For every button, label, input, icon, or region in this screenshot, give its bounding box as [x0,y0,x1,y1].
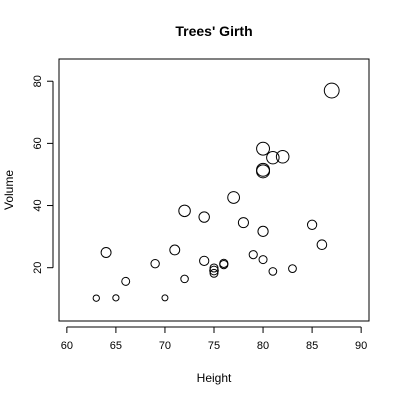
data-point [180,274,189,284]
chart-title: Trees' Girth [175,23,252,39]
data-point [100,246,112,258]
data-point [323,82,340,99]
y-tick-label: 80 [32,75,44,87]
data-point [248,250,258,260]
data-point [198,211,210,223]
data-point [219,258,229,268]
data-point [237,217,249,229]
x-tick-label: 80 [257,340,269,352]
x-axis: 60 65 70 75 80 85 90 [61,326,367,352]
x-tick-label: 85 [306,340,318,352]
data-point [112,294,120,302]
y-axis: 20 40 60 80 [32,75,54,274]
data-point [268,267,278,276]
data-point [256,164,271,179]
data-point [92,294,100,302]
data-point [209,268,219,278]
x-axis-label: Height [197,371,232,385]
data-point [161,294,169,302]
y-tick-label: 60 [32,137,44,149]
y-axis-label: Volume [2,170,16,210]
x-tick-label: 60 [61,340,73,352]
y-tick-label: 20 [32,262,44,274]
data-point [169,244,181,256]
data-point [199,255,210,267]
data-point [150,258,160,269]
data-point [121,276,131,286]
x-tick-label: 65 [110,340,122,352]
data-point [288,264,297,274]
data-point [316,239,328,250]
data-point [209,265,219,276]
x-tick-label: 90 [355,340,367,352]
x-tick-label: 70 [159,340,171,352]
data-point [256,141,270,156]
data-point [178,204,191,218]
data-point [266,150,280,165]
data-point [227,191,240,204]
data-point [275,149,290,164]
y-tick-label: 40 [32,199,44,211]
data-point [257,225,269,237]
data-point [258,255,268,265]
data-point [306,219,318,230]
data-points [92,82,340,302]
plot-area [58,58,370,322]
x-tick-label: 75 [208,340,220,352]
